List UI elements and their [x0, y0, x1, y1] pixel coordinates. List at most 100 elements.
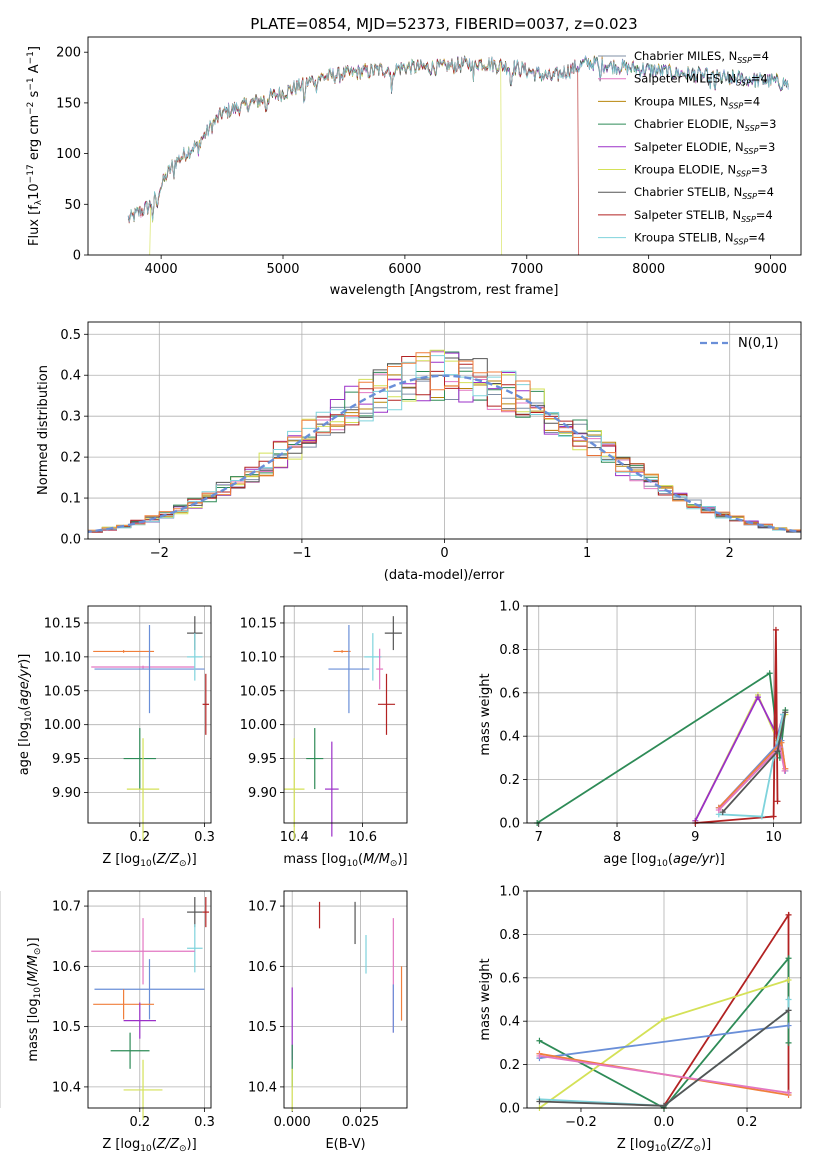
x-tick-label: 4000 — [145, 262, 178, 277]
weight-marker — [785, 976, 792, 983]
x-tick-label: 0 — [440, 546, 448, 561]
y-axis-label: mass [log10(M/M⊙)] — [26, 937, 43, 1061]
y-tick-label: 10.00 — [44, 718, 81, 733]
weight-marker — [785, 955, 792, 962]
x-axis-label: Z [log10(Z/Z⊙)] — [102, 1137, 196, 1154]
y-tick-label: 50 — [64, 198, 81, 213]
y-tick-label: 10.6 — [248, 960, 277, 975]
weight-marker — [785, 1039, 792, 1046]
axes-frame — [87, 36, 802, 256]
legend-label: Chabrier MILES, NSSP=4 — [634, 49, 769, 65]
axes-frame — [526, 890, 802, 1109]
weight-marker — [774, 798, 781, 805]
y-tick-label: 100 — [56, 147, 81, 162]
legend-label: Chabrier STELIB, NSSP=4 — [634, 185, 774, 201]
x-tick-label: 7 — [535, 830, 543, 845]
gaussian-curve — [88, 374, 801, 534]
y-tick-label: 10.15 — [240, 616, 277, 631]
weight-line-3 — [539, 1024, 789, 1059]
weight-marker — [785, 1022, 792, 1029]
y-tick-label: 10.15 — [44, 616, 81, 631]
weight-marker — [785, 996, 792, 1003]
y-tick-label: 10.05 — [44, 684, 81, 699]
y-tick-label: 0.2 — [60, 451, 81, 466]
mass-weight-vs-metallicity-panel: −0.2 0.0 0.2 0.0 0.2 0.4 0.6 0.8 1.0 — [0, 885, 802, 1130]
y-tick-label: 10.00 — [240, 718, 277, 733]
x-tick-label: 0.0 — [654, 1115, 675, 1130]
spectrum-line-5 — [149, 57, 503, 255]
x-axis-label: (data-model)/error — [384, 568, 505, 583]
y-tick-label: 9.90 — [52, 786, 81, 801]
x-tick-label: 8000 — [632, 262, 665, 277]
legend: Chabrier MILES, NSSP=4 Salpeter MILES, NS… — [598, 49, 776, 247]
weight-marker — [785, 911, 792, 918]
weight-marker — [536, 1052, 543, 1059]
y-tick-label: 0.1 — [60, 492, 81, 507]
y-tick-label: 0.0 — [60, 533, 81, 548]
x-tick-label: −2 — [150, 546, 169, 561]
weight-marker — [661, 1016, 667, 1023]
y-tick-label: 200 — [56, 46, 81, 61]
x-tick-label: −1 — [292, 546, 311, 561]
weight-marker — [719, 809, 726, 816]
y-axis-label: mass weight — [478, 673, 493, 755]
histogram-panel: −2 −1 0 1 2 0.0 0.1 0.2 0.3 0.4 0.5 N(0,1) — [60, 321, 802, 561]
weight-line-5 — [539, 1055, 789, 1094]
x-axis-label: wavelength [Angstrom, rest frame] — [330, 283, 559, 298]
x-tick-label: 6000 — [388, 262, 421, 277]
weight-marker — [715, 806, 722, 813]
y-tick-label: 0.4 — [60, 369, 81, 384]
x-tick-label: 0.3 — [194, 1115, 215, 1130]
spectrum-lines — [127, 55, 789, 255]
y-tick-label: 0.0 — [499, 1102, 520, 1117]
y-tick-label: 10.4 — [248, 1080, 277, 1095]
weight-marker — [785, 1089, 792, 1096]
axes-frame — [87, 890, 212, 1109]
chart-title: PLATE=0854, MJD=52373, FIBERID=0037, z=0… — [250, 15, 637, 33]
x-tick-label: 7000 — [510, 262, 543, 277]
weight-marker — [766, 670, 773, 677]
weight-lines — [536, 911, 792, 1111]
y-tick-label: 0.2 — [499, 1058, 520, 1073]
y-tick-label: 150 — [56, 96, 81, 111]
legend-label: Kroupa MILES, NSSP=4 — [634, 94, 760, 110]
x-tick-label: 0.2 — [737, 1115, 758, 1130]
points — [91, 897, 210, 1121]
points — [284, 616, 402, 840]
legend-label: N(0,1) — [738, 336, 779, 351]
y-tick-label: 10.7 — [52, 900, 81, 915]
y-tick-label: 1.0 — [499, 885, 520, 900]
y-tick-label: 0.8 — [499, 928, 520, 943]
weight-marker — [536, 1098, 543, 1105]
x-tick-label: 0.3 — [194, 830, 215, 845]
y-tick-label: 10.10 — [240, 650, 277, 665]
x-tick-label: 10.6 — [348, 830, 377, 845]
y-tick-label: 1.0 — [499, 600, 520, 615]
y-tick-label: 0.2 — [499, 773, 520, 788]
y-tick-label: 10.7 — [248, 900, 277, 915]
legend-label: Kroupa ELODIE, NSSP=3 — [634, 163, 768, 179]
x-tick-label: 8 — [613, 830, 621, 845]
y-tick-label: 0.6 — [499, 971, 520, 986]
weight-line-0 — [536, 671, 787, 824]
weight-marker — [772, 626, 779, 633]
legend-label: Chabrier ELODIE, NSSP=3 — [634, 117, 776, 133]
y-tick-label: 0.4 — [499, 1015, 520, 1030]
weight-line-4 — [718, 714, 784, 818]
x-tick-label: 0.025 — [342, 1115, 379, 1130]
axes-frame — [87, 605, 212, 824]
axes-frame — [87, 321, 802, 540]
axes-frame — [283, 605, 408, 824]
x-axis-label: Z [log10(Z/Z⊙)] — [617, 1137, 711, 1154]
axes-frame — [283, 890, 408, 1109]
axes-frame — [526, 605, 802, 824]
legend-label: Salpeter STELIB, NSSP=4 — [634, 208, 773, 224]
y-tick-label: 0.4 — [499, 730, 520, 745]
weight-marker — [785, 1007, 792, 1014]
y-tick-label: 9.95 — [248, 752, 277, 767]
y-axis-label: age [log10(age/yr)] — [17, 654, 34, 776]
weight-line-3 — [695, 629, 779, 824]
x-tick-label: 9 — [691, 830, 699, 845]
